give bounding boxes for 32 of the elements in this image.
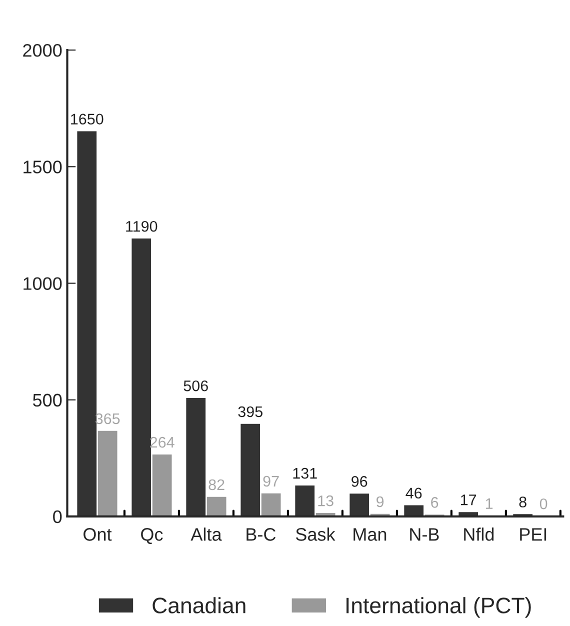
data-label: 1 bbox=[486, 498, 493, 509]
data-label: 96 bbox=[352, 476, 368, 487]
x-tick-label: Nfld bbox=[464, 528, 494, 541]
x-tick-label: Ont bbox=[84, 528, 112, 541]
data-label: 46 bbox=[406, 488, 422, 499]
data-label: 506 bbox=[184, 380, 208, 392]
y-tick-label: 2000 bbox=[23, 44, 62, 57]
data-label: 0 bbox=[540, 498, 548, 510]
x-tick-label: Man bbox=[354, 528, 386, 541]
data-label: 17 bbox=[461, 494, 476, 506]
x-tick-label: N-B bbox=[410, 528, 439, 541]
x-tick-label: B-C bbox=[246, 528, 276, 541]
x-tick-label: Sask bbox=[296, 528, 336, 541]
x-tick-label: Alta bbox=[190, 528, 222, 541]
data-label: 395 bbox=[238, 406, 262, 418]
y-tick-label: 1000 bbox=[24, 277, 62, 290]
data-label: 131 bbox=[293, 468, 317, 479]
data-label: 13 bbox=[318, 495, 334, 506]
data-label: 8 bbox=[519, 496, 526, 508]
y-tick-label: 500 bbox=[33, 394, 62, 407]
legend-label: Canadian bbox=[152, 597, 246, 614]
data-label: 97 bbox=[263, 476, 279, 487]
y-tick-label: 1500 bbox=[24, 160, 62, 174]
data-label: 1190 bbox=[126, 220, 158, 232]
legend-label: International (PCT) bbox=[346, 597, 531, 618]
x-tick-label: Qc bbox=[141, 528, 163, 544]
data-label: 6 bbox=[431, 497, 438, 508]
data-label: 1650 bbox=[71, 114, 104, 125]
data-label: 9 bbox=[376, 496, 384, 508]
y-tick-label: 0 bbox=[53, 510, 62, 524]
data-label: 82 bbox=[208, 479, 224, 490]
x-tick-label: PEI bbox=[520, 528, 546, 541]
